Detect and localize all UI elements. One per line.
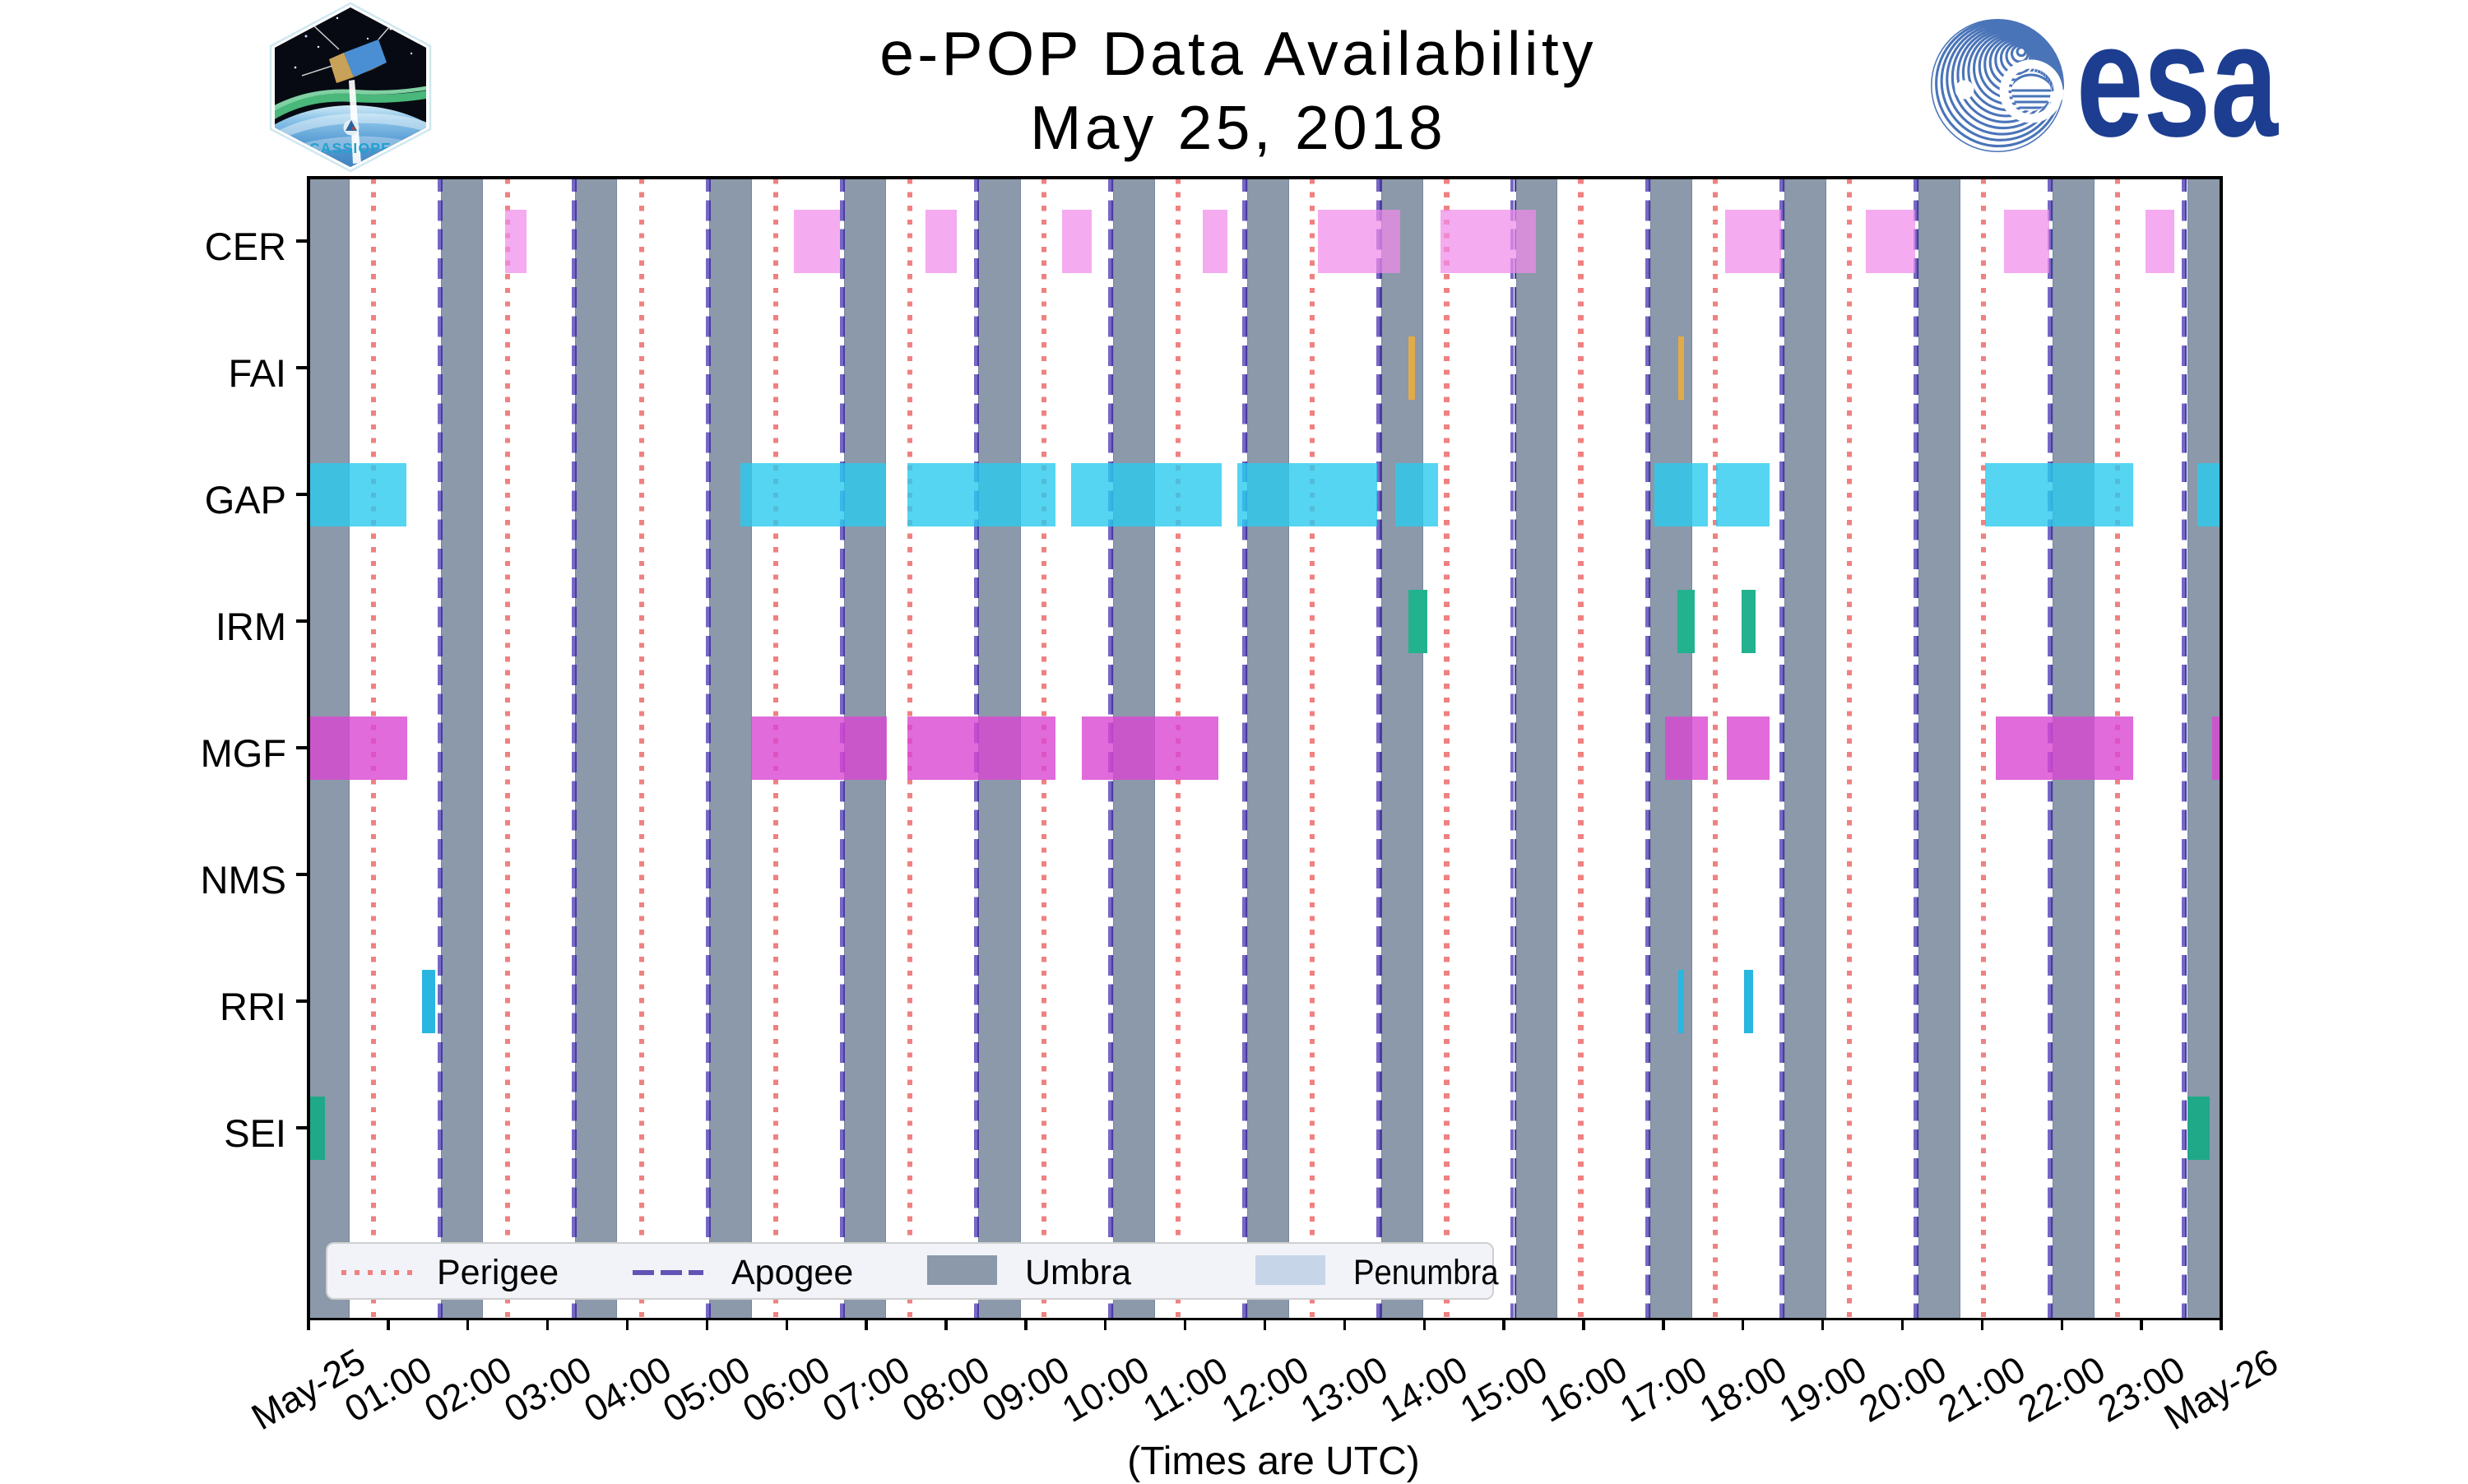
svg-text:esa: esa (2076, 7, 2280, 170)
svg-text:CASSIOPE: CASSIOPE (309, 140, 392, 156)
